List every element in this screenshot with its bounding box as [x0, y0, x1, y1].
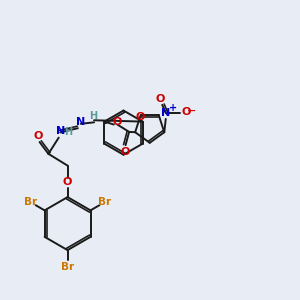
- Text: Br: Br: [23, 197, 37, 207]
- Text: N: N: [161, 108, 170, 118]
- Text: O: O: [135, 112, 145, 122]
- Text: +: +: [169, 103, 177, 113]
- Text: Br: Br: [61, 262, 74, 272]
- Text: O: O: [121, 147, 130, 157]
- Text: N: N: [56, 126, 65, 136]
- Text: H: H: [64, 127, 72, 137]
- Text: O: O: [63, 177, 72, 188]
- Text: O: O: [155, 94, 165, 104]
- Text: Br: Br: [98, 197, 112, 207]
- Text: O: O: [33, 130, 43, 141]
- Text: H: H: [89, 110, 98, 121]
- Text: O: O: [112, 117, 122, 127]
- Text: −: −: [187, 106, 196, 116]
- Text: N: N: [76, 117, 85, 127]
- Text: O: O: [181, 107, 190, 118]
